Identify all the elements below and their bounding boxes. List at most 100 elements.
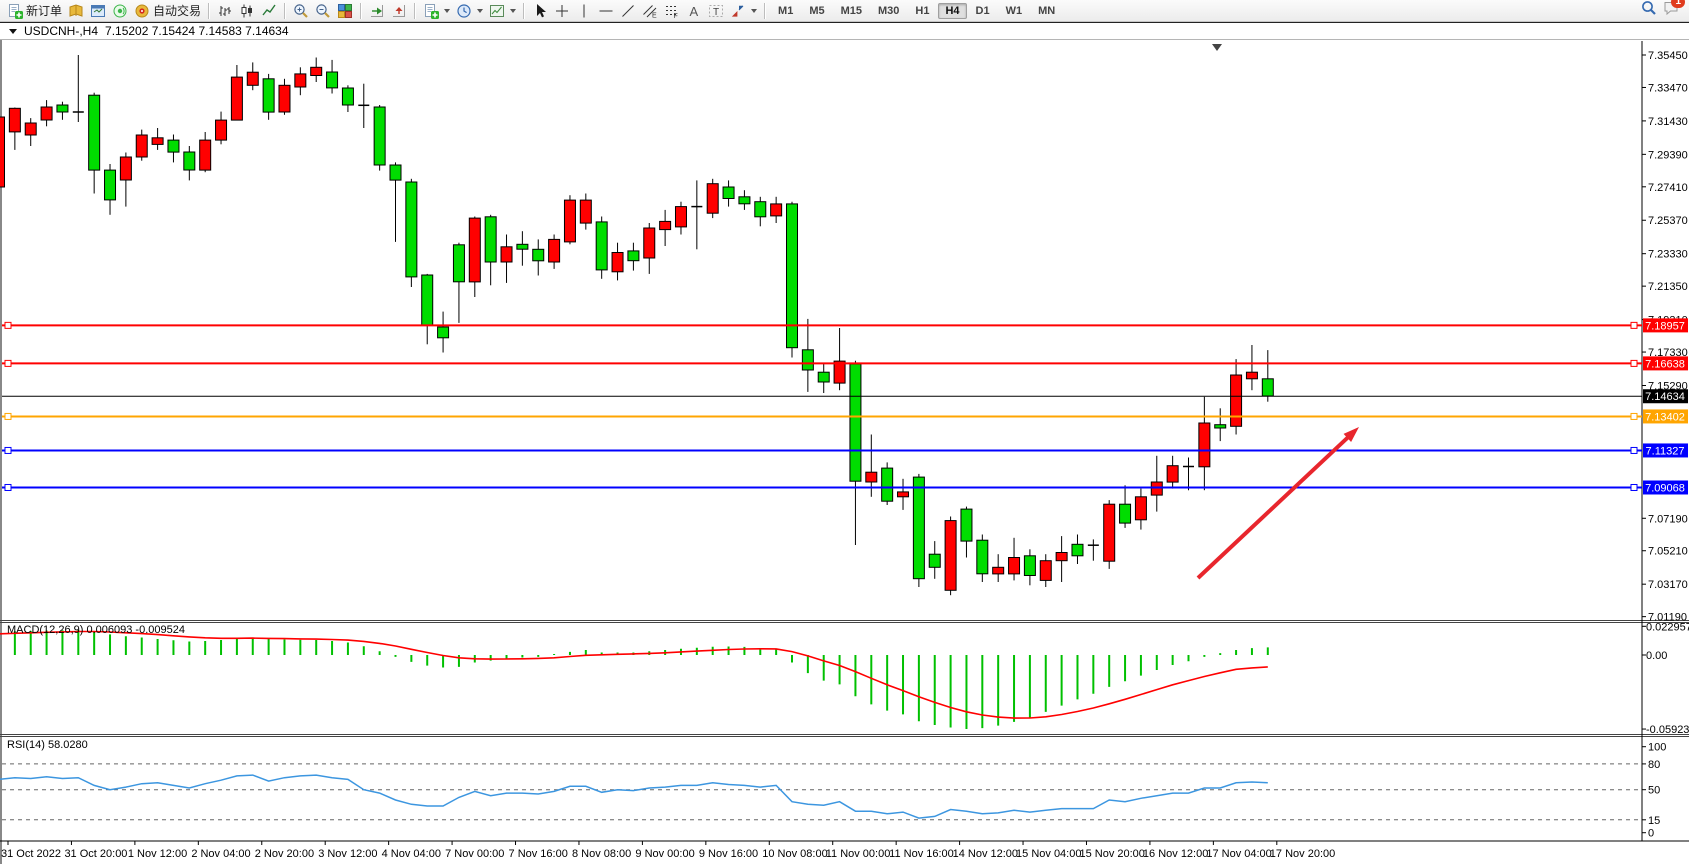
line-handle[interactable]	[4, 359, 12, 367]
chevron-down-icon[interactable]	[510, 8, 517, 13]
chart-dropdown-icon[interactable]	[9, 28, 17, 34]
line-handle[interactable]	[4, 321, 12, 329]
zoom-out-button[interactable]	[312, 1, 334, 21]
arrows-button[interactable]	[727, 1, 760, 21]
price-badge	[1643, 480, 1688, 495]
time-tick-label: 4 Nov 04:00	[382, 848, 441, 860]
chart-title-bar[interactable]: USDCNH-,H4 7.15202 7.15424 7.14583 7.146…	[0, 22, 1689, 40]
candle-bearish	[262, 78, 275, 113]
timeframe-button-m1[interactable]: M1	[778, 4, 794, 17]
timeframe-button-h4[interactable]: H4	[938, 2, 967, 19]
line-handle[interactable]	[4, 483, 12, 491]
candle-bullish	[1150, 481, 1163, 496]
periods-button[interactable]	[453, 1, 486, 21]
candle-bullish	[0, 116, 5, 188]
toolbar-separator	[764, 2, 767, 19]
candle-bullish	[1230, 374, 1243, 427]
line-handle[interactable]	[4, 446, 12, 454]
horizontal-line-button[interactable]	[595, 1, 617, 21]
candle-bullish	[310, 66, 323, 77]
line-chart-button[interactable]	[258, 1, 280, 21]
text-icon: A	[686, 3, 702, 19]
fibonacci-icon: F	[664, 3, 680, 19]
timeframe-button-h1[interactable]: H1	[915, 4, 930, 17]
candle-bearish	[373, 106, 386, 166]
candle-bullish	[230, 76, 243, 121]
text-label-icon: T	[708, 3, 724, 19]
chevron-down-icon[interactable]	[444, 8, 451, 13]
time-tick-label: 11 Nov 16:00	[889, 848, 954, 860]
candle-bullish	[1166, 465, 1179, 483]
crosshair-button[interactable]	[551, 1, 573, 21]
candles-chart-button[interactable]	[236, 1, 258, 21]
price-tick-label: 7.31430	[1648, 116, 1688, 128]
text-label-button[interactable]: T	[705, 1, 727, 21]
chat-button[interactable]: 1	[1663, 0, 1685, 21]
line-handle[interactable]	[1630, 412, 1638, 420]
new-chart-button[interactable]	[420, 1, 453, 21]
time-tick-label: 15 Nov 04:00	[1016, 848, 1081, 860]
trendline-button[interactable]	[617, 1, 639, 21]
candle-bearish	[452, 244, 465, 283]
price-badge-label: 7.16638	[1645, 358, 1685, 370]
line-handle[interactable]	[1630, 446, 1638, 454]
price-badge-label: 7.13402	[1645, 411, 1685, 423]
chart-shift-marker[interactable]	[1212, 44, 1222, 51]
guide-button[interactable]	[65, 1, 87, 21]
tile-windows-button[interactable]	[334, 1, 356, 21]
time-tick-label: 17 Nov 04:00	[1206, 848, 1271, 860]
auto-trading-button[interactable]: 自动交易	[131, 1, 204, 21]
fibonacci-button[interactable]: F	[661, 1, 683, 21]
candle-bullish	[468, 217, 481, 283]
templates-button[interactable]	[486, 1, 519, 21]
candle-bullish	[1008, 557, 1021, 575]
channel-button[interactable]: E	[639, 1, 661, 21]
candle-bullish	[199, 139, 212, 171]
candle-bullish	[215, 119, 228, 141]
time-tick-label: 2 Nov 20:00	[255, 848, 314, 860]
cursor-icon	[532, 3, 548, 19]
candle-bullish	[500, 246, 513, 263]
trend-arrow-head[interactable]	[1343, 427, 1359, 442]
candle-bearish	[167, 139, 180, 153]
timeframe-button-m5[interactable]: M5	[809, 4, 825, 17]
vertical-line-button[interactable]	[573, 1, 595, 21]
cursor-button[interactable]	[529, 1, 551, 21]
timeframe-button-d1[interactable]: D1	[975, 4, 990, 17]
timeframe-button-m15[interactable]: M15	[840, 4, 862, 17]
price-tick-label: 7.33470	[1648, 82, 1688, 94]
timeframe-button-mn[interactable]: MN	[1038, 4, 1056, 17]
chevron-down-icon[interactable]	[477, 8, 484, 13]
time-tick-label: 9 Nov 00:00	[635, 848, 694, 860]
auto-trading-icon	[134, 3, 150, 19]
timeframe-button-w1[interactable]: W1	[1005, 4, 1023, 17]
trend-arrow-line[interactable]	[1196, 433, 1352, 580]
line-handle[interactable]	[1630, 359, 1638, 367]
zoom-in-button[interactable]	[290, 1, 312, 21]
new-order-button[interactable]: 新订单	[4, 1, 65, 21]
candle-bullish	[865, 471, 878, 483]
timeframe-button-m30[interactable]: M30	[878, 4, 900, 17]
candle-bearish	[1214, 424, 1227, 429]
market-watch-button[interactable]	[87, 1, 109, 21]
line-handle[interactable]	[1630, 321, 1638, 329]
new-chart-icon	[423, 3, 440, 19]
rsi-tick-label: 100	[1648, 742, 1666, 754]
svg-text:F: F	[674, 13, 678, 19]
notification-badge: 1	[1671, 0, 1685, 8]
auto-scroll-button[interactable]	[366, 1, 388, 21]
candle-bullish	[294, 73, 307, 88]
chart-shift-icon	[391, 3, 407, 19]
text-button[interactable]: A	[683, 1, 705, 21]
bars-chart-button[interactable]	[214, 1, 236, 21]
chart-shift-button[interactable]	[388, 1, 410, 21]
search-icon[interactable]	[1641, 0, 1657, 21]
price-chart[interactable]: 7.35450 7.33470 7.31430 7.29390 7.27410 7.253…	[0, 40, 1689, 864]
rsi-tick-label: 80	[1648, 759, 1660, 771]
market-watch-icon	[90, 3, 106, 19]
line-handle[interactable]	[1630, 483, 1638, 491]
candle-bullish	[1198, 422, 1211, 468]
chevron-down-icon[interactable]	[751, 8, 758, 13]
signals-button[interactable]	[109, 1, 131, 21]
line-handle[interactable]	[4, 412, 12, 420]
